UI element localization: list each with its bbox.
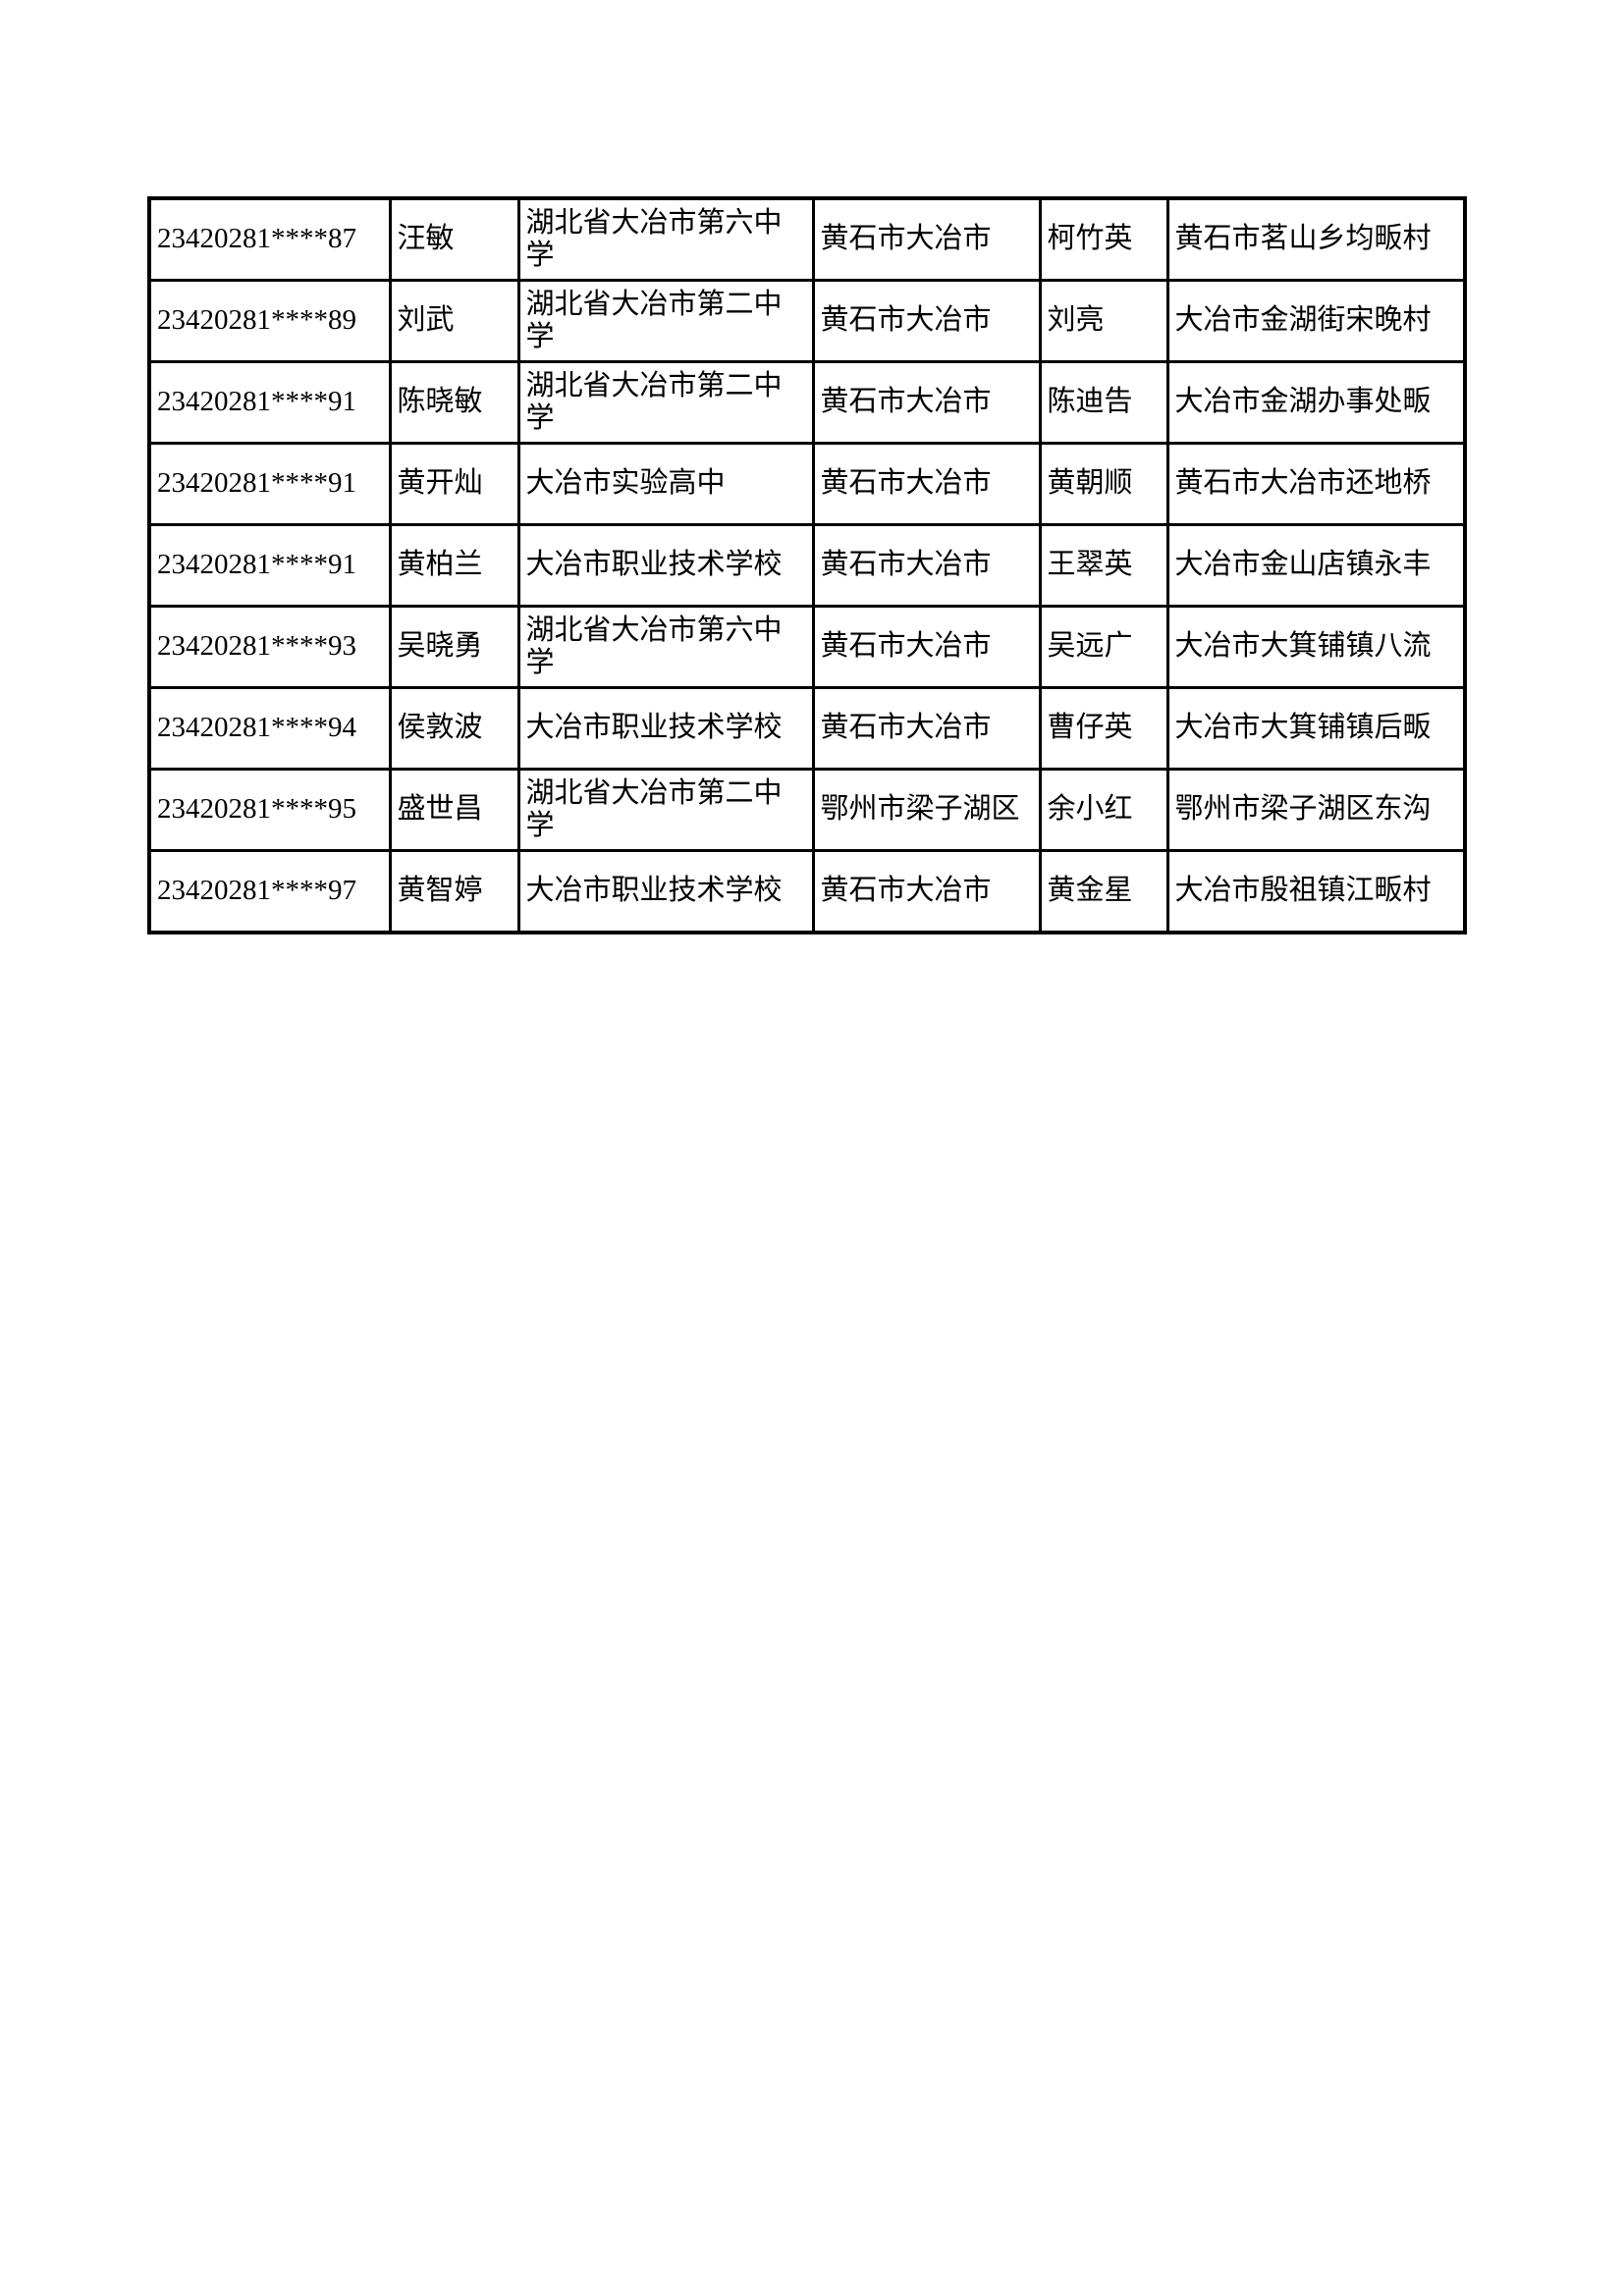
cell-city_county: 黄石市大冶市 — [811, 523, 1042, 608]
cell-student_name: 陈晓敏 — [388, 360, 520, 445]
cell-guardian_name: 刘亮 — [1038, 279, 1169, 363]
cell-student_name: 盛世昌 — [388, 768, 520, 852]
table-row: 23420281****93 吴晓勇 湖北省大冶市第六中学 黄石市大冶市 吴远广 大冶市大… — [147, 605, 1467, 689]
table-row: 23420281****91 黄开灿 大冶市实验高中 黄石市大冶市 黄朝顺 黄石市大冶市还… — [147, 442, 1467, 526]
cell-student_name: 侯敦波 — [388, 686, 520, 771]
cell-city_county: 黄石市大冶市 — [811, 442, 1042, 526]
cell-address: 大冶市金湖办事处畈 — [1165, 360, 1467, 445]
table-row: 23420281****89 刘武 湖北省大冶市第二中学 黄石市大冶市 刘亮 大冶市金湖街… — [147, 279, 1467, 363]
cell-school: 大冶市职业技术学校 — [516, 523, 815, 608]
cell-address: 大冶市殷祖镇江畈村 — [1165, 849, 1467, 934]
cell-student_id: 23420281****97 — [147, 849, 392, 934]
cell-address: 黄石市大冶市还地桥 — [1165, 442, 1467, 526]
table-row: 23420281****94 侯敦波 大冶市职业技术学校 黄石市大冶市 曹仔英 大冶市大箕… — [147, 686, 1467, 771]
cell-school: 湖北省大冶市第二中学 — [516, 360, 815, 445]
table-row: 23420281****91 黄柏兰 大冶市职业技术学校 黄石市大冶市 王翠英 大冶市金山… — [147, 523, 1467, 608]
cell-school: 湖北省大冶市第二中学 — [516, 279, 815, 363]
cell-guardian_name: 陈迪告 — [1038, 360, 1169, 445]
cell-student_id: 23420281****91 — [147, 360, 392, 445]
cell-city_county: 黄石市大冶市 — [811, 360, 1042, 445]
cell-guardian_name: 黄金星 — [1038, 849, 1169, 934]
cell-student_name: 黄柏兰 — [388, 523, 520, 608]
cell-student_name: 黄智婷 — [388, 849, 520, 934]
cell-guardian_name: 王翠英 — [1038, 523, 1169, 608]
cell-school: 湖北省大冶市第二中学 — [516, 768, 815, 852]
cell-student_id: 23420281****89 — [147, 279, 392, 363]
cell-guardian_name: 黄朝顺 — [1038, 442, 1169, 526]
cell-guardian_name: 柯竹英 — [1038, 196, 1169, 282]
cell-student_name: 刘武 — [388, 279, 520, 363]
cell-address: 大冶市金山店镇永丰 — [1165, 523, 1467, 608]
cell-city_county: 黄石市大冶市 — [811, 279, 1042, 363]
cell-city_county: 黄石市大冶市 — [811, 605, 1042, 689]
table-row: 23420281****87 汪敏 湖北省大冶市第六中学 黄石市大冶市 柯竹英 黄石市茗山… — [147, 196, 1467, 282]
cell-address: 大冶市金湖街宋晚村 — [1165, 279, 1467, 363]
cell-guardian_name: 余小红 — [1038, 768, 1169, 852]
cell-school: 大冶市职业技术学校 — [516, 686, 815, 771]
cell-address: 大冶市大箕铺镇八流 — [1165, 605, 1467, 689]
cell-student_name: 汪敏 — [388, 196, 520, 282]
cell-school: 大冶市职业技术学校 — [516, 849, 815, 934]
cell-student_id: 23420281****91 — [147, 523, 392, 608]
cell-school: 大冶市实验高中 — [516, 442, 815, 526]
cell-student_name: 吴晓勇 — [388, 605, 520, 689]
cell-guardian_name: 曹仔英 — [1038, 686, 1169, 771]
cell-student_id: 23420281****93 — [147, 605, 392, 689]
cell-city_county: 黄石市大冶市 — [811, 849, 1042, 934]
cell-address: 大冶市大箕铺镇后畈 — [1165, 686, 1467, 771]
cell-student_id: 23420281****94 — [147, 686, 392, 771]
cell-student_name: 黄开灿 — [388, 442, 520, 526]
cell-city_county: 黄石市大冶市 — [811, 196, 1042, 282]
cell-student_id: 23420281****95 — [147, 768, 392, 852]
cell-guardian_name: 吴远广 — [1038, 605, 1169, 689]
cell-student_id: 23420281****91 — [147, 442, 392, 526]
student-roster-table: 23420281****87 汪敏 湖北省大冶市第六中学 黄石市大冶市 柯竹英 黄石市茗山… — [147, 196, 1467, 934]
cell-student_id: 23420281****87 — [147, 196, 392, 282]
table-row: 23420281****91 陈晓敏 湖北省大冶市第二中学 黄石市大冶市 陈迪告 大冶市金… — [147, 360, 1467, 445]
table-row: 23420281****97 黄智婷 大冶市职业技术学校 黄石市大冶市 黄金星 大冶市殷祖… — [147, 849, 1467, 934]
cell-school: 湖北省大冶市第六中学 — [516, 605, 815, 689]
cell-address: 黄石市茗山乡均畈村 — [1165, 196, 1467, 282]
cell-city_county: 黄石市大冶市 — [811, 686, 1042, 771]
table-body: 23420281****87 汪敏 湖北省大冶市第六中学 黄石市大冶市 柯竹英 黄石市茗山… — [147, 196, 1467, 934]
cell-city_county: 鄂州市梁子湖区 — [811, 768, 1042, 852]
cell-school: 湖北省大冶市第六中学 — [516, 196, 815, 282]
cell-address: 鄂州市梁子湖区东沟 — [1165, 768, 1467, 852]
table-row: 23420281****95 盛世昌 湖北省大冶市第二中学 鄂州市梁子湖区 余小红 鄂州市… — [147, 768, 1467, 852]
